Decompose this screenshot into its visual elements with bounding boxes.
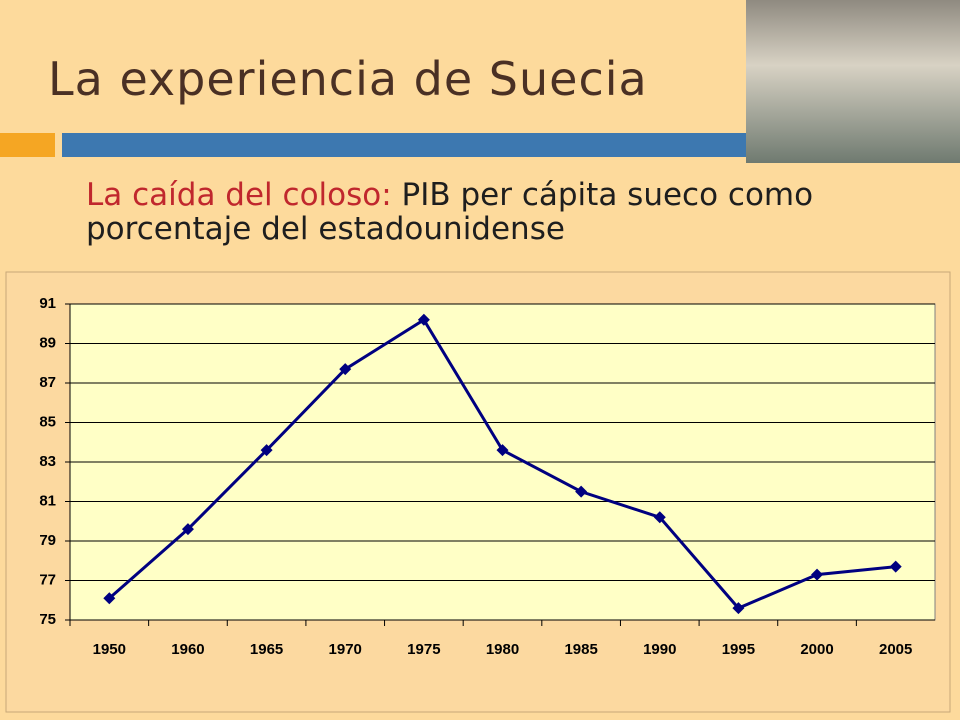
- subtitle-text: PIB per cápita sueco como porcentaje del…: [86, 177, 814, 247]
- data-point: [181, 523, 194, 536]
- data-point: [575, 485, 588, 498]
- data-point: [496, 444, 509, 457]
- x-tick-label: 1985: [564, 641, 597, 658]
- y-tick-label: 83: [39, 453, 56, 470]
- x-tick-label: 1995: [722, 641, 755, 658]
- x-tick-label: 1970: [329, 641, 362, 658]
- statue-image: [746, 0, 960, 163]
- y-tick-label: 75: [39, 611, 56, 628]
- x-tick-label: 1980: [486, 641, 519, 658]
- x-tick-label: 1975: [407, 641, 440, 658]
- y-tick-label: 81: [39, 492, 56, 509]
- accent-block: [0, 133, 55, 157]
- y-tick-label: 85: [39, 413, 56, 430]
- x-tick-label: 2000: [800, 641, 833, 658]
- data-point: [811, 568, 824, 581]
- data-point: [417, 313, 430, 326]
- y-tick-label: 91: [39, 295, 56, 312]
- data-point: [732, 602, 745, 615]
- data-point: [889, 560, 902, 573]
- slide-title: La experiencia de Suecia: [48, 52, 648, 106]
- y-tick-label: 79: [39, 532, 56, 549]
- data-point: [653, 511, 666, 524]
- x-tick-label: 1990: [643, 641, 676, 658]
- data-point: [339, 363, 352, 376]
- slide-subtitle: La caída del coloso: PIB per cápita suec…: [86, 178, 906, 246]
- x-tick-label: 1950: [93, 641, 126, 658]
- data-point: [103, 592, 116, 605]
- accent-bar: [62, 133, 746, 157]
- x-tick-label: 2005: [879, 641, 912, 658]
- x-tick-label: 1965: [250, 641, 283, 658]
- x-tick-label: 1960: [171, 641, 204, 658]
- y-tick-label: 89: [39, 334, 56, 351]
- y-tick-label: 87: [39, 374, 56, 391]
- subtitle-highlight: La caída del coloso:: [86, 177, 392, 213]
- data-point: [260, 444, 273, 457]
- y-tick-label: 77: [39, 571, 56, 588]
